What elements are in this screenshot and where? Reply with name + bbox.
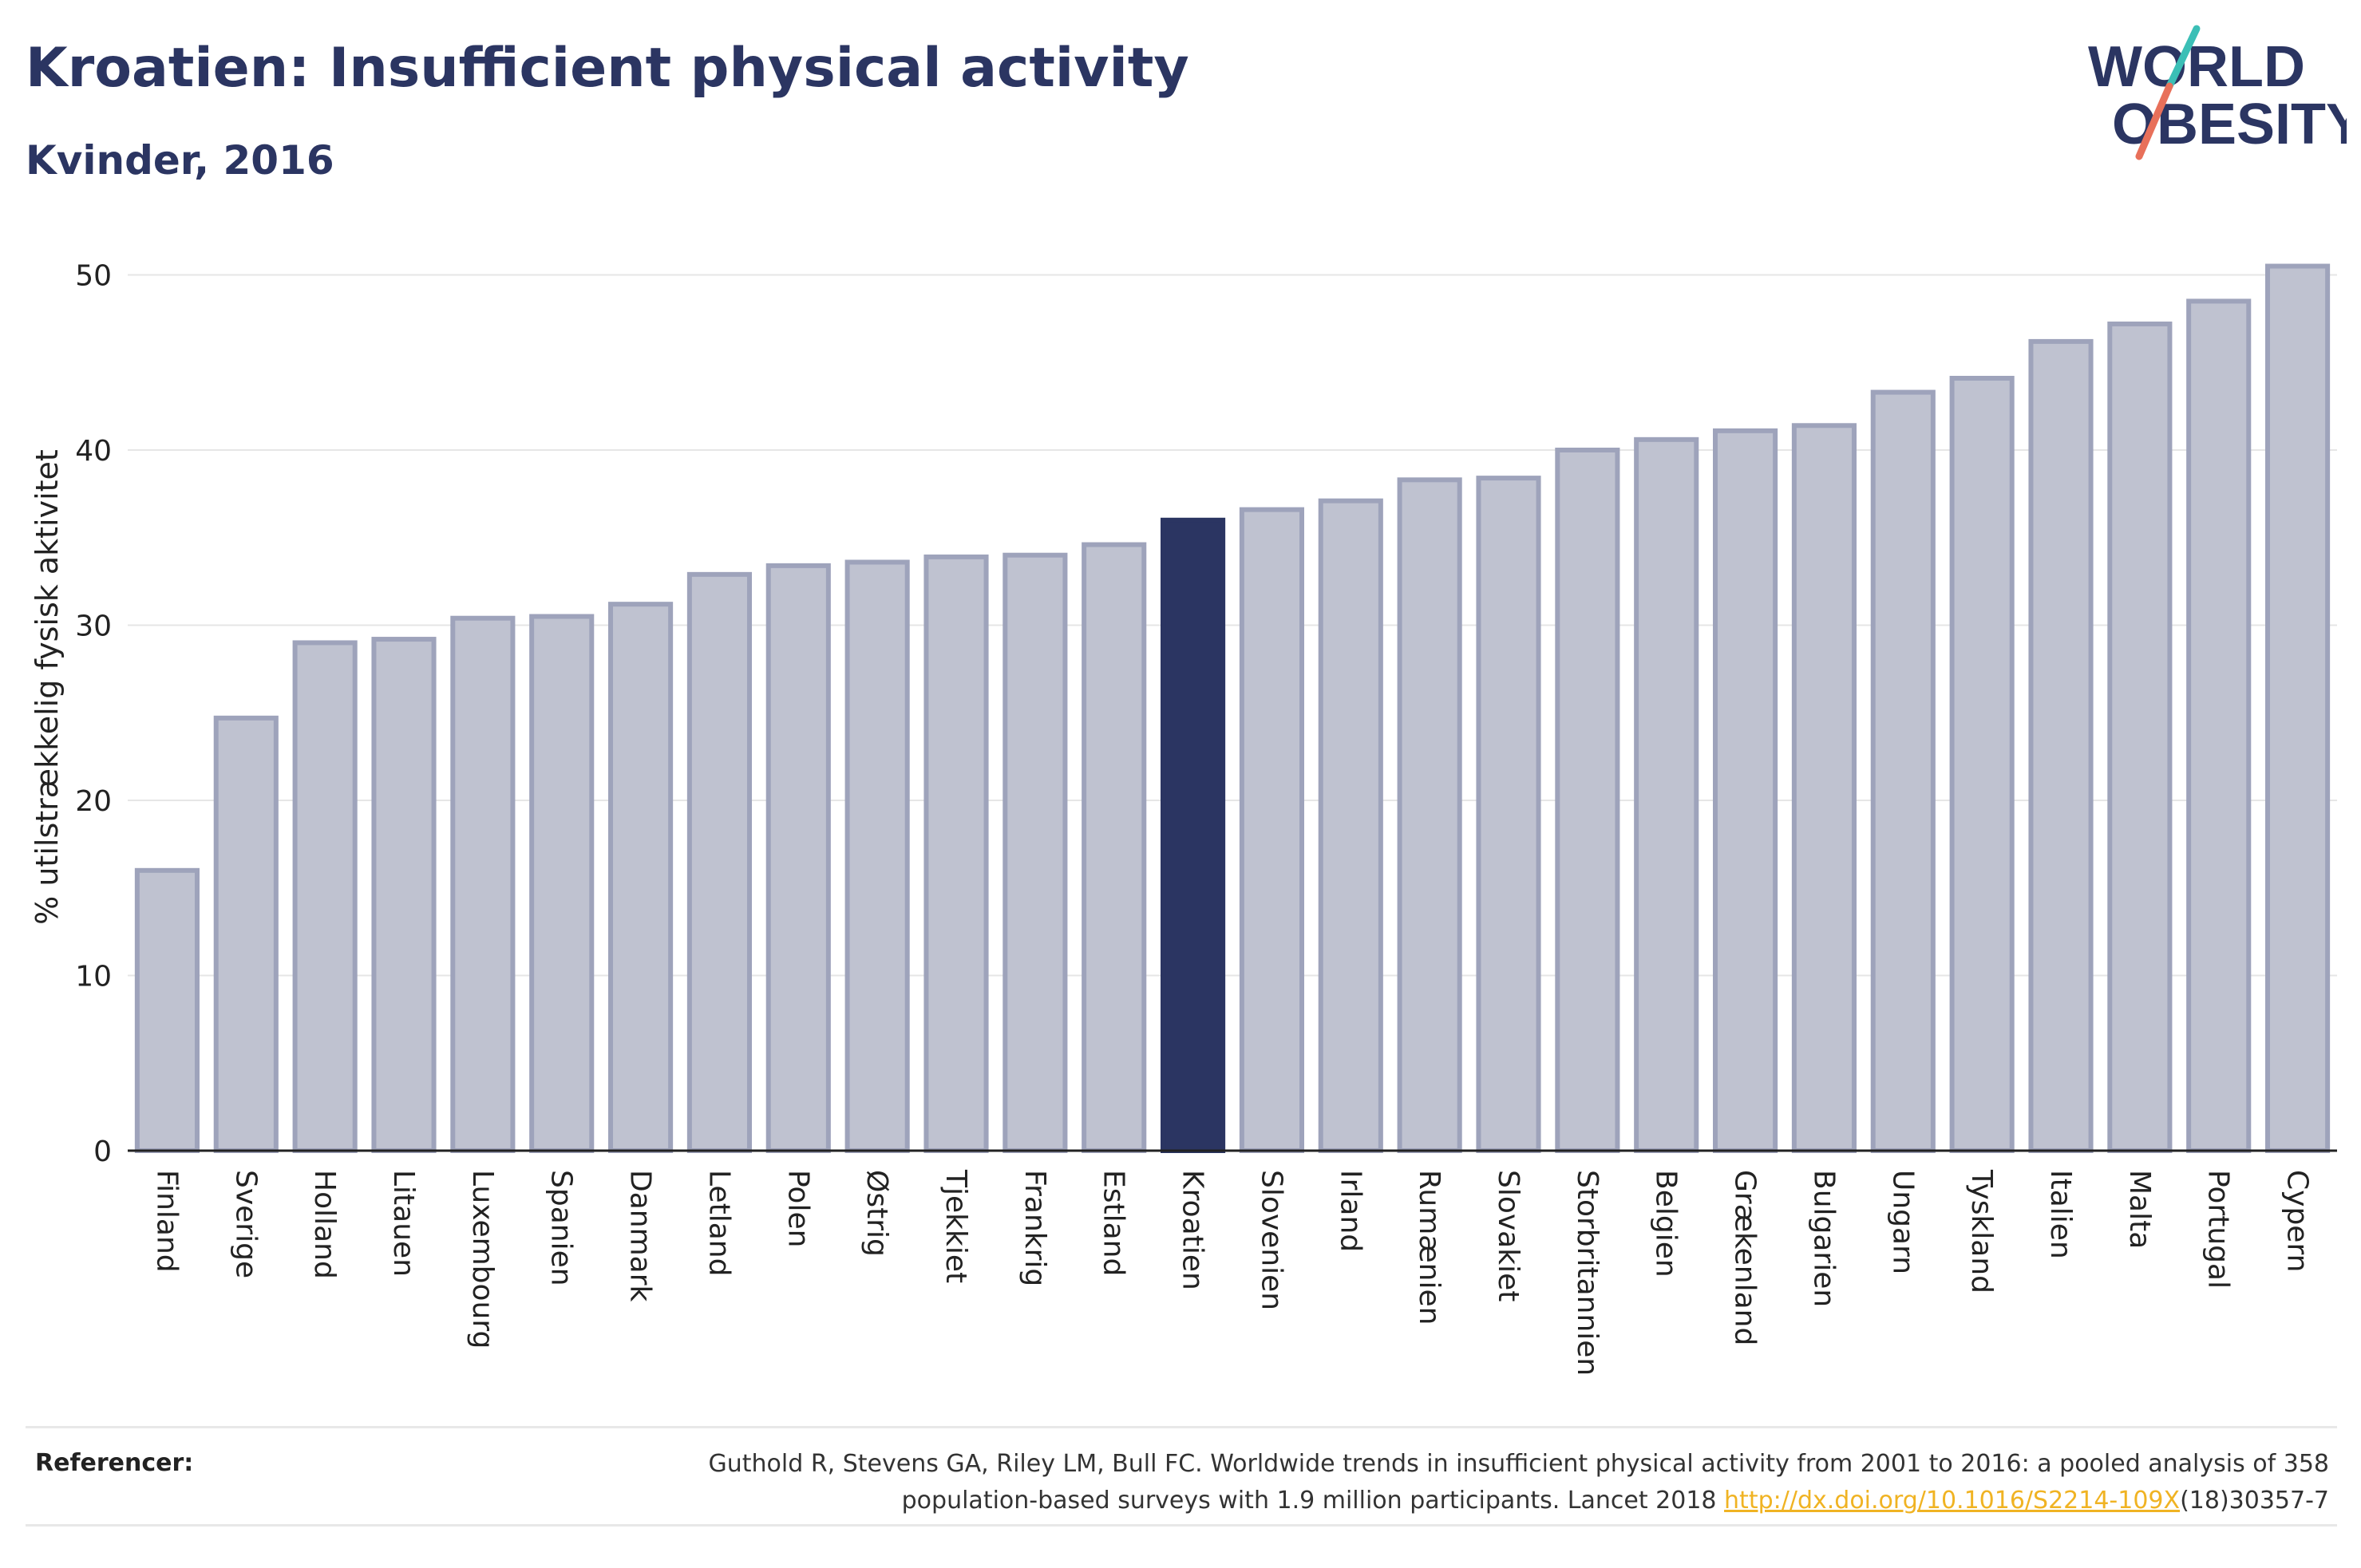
bar-Østrig	[844, 559, 910, 1153]
bar-Tyskland	[1949, 376, 2015, 1153]
x-tick-label-Irland: Irland	[1334, 1170, 1366, 1252]
x-tick-label-Litauen: Litauen	[387, 1170, 420, 1277]
bar-Holland	[292, 640, 358, 1153]
x-tick-label-Frankrig: Frankrig	[1018, 1170, 1051, 1286]
page-title: Kroatien: Insufficient physical activity	[26, 37, 1189, 100]
x-tick-label-Spanien: Spanien	[545, 1170, 578, 1286]
bar-Finland	[134, 867, 200, 1154]
x-tick-label-Ungarn: Ungarn	[1886, 1170, 1919, 1274]
x-tick-label-Italien: Italien	[2044, 1170, 2077, 1259]
bar-Rumænien	[1397, 477, 1462, 1153]
bar-Tjekkiet	[923, 554, 989, 1153]
logo-word-world: WORLD	[2088, 35, 2305, 99]
references-citation-suffix: (18)30357-7	[2180, 1487, 2329, 1515]
x-tick-label-Bulgarien: Bulgarien	[1807, 1170, 1840, 1307]
x-tick-label-Tyskland: Tyskland	[1965, 1169, 1998, 1294]
references-citation: Guthold R, Stevens GA, Riley LM, Bull FC…	[708, 1450, 2329, 1515]
y-tick-label-30: 30	[75, 610, 112, 643]
x-tick-label-Rumænien: Rumænien	[1413, 1170, 1445, 1325]
references-text: Guthold R, Stevens GA, Riley LM, Bull FC…	[653, 1446, 2329, 1519]
bar-Belgien	[1634, 436, 1699, 1153]
bar-Kroatien	[1161, 517, 1226, 1153]
x-tick-label-Holland: Holland	[308, 1170, 341, 1279]
bar-Luxembourg	[450, 615, 516, 1153]
bar-Slovenien	[1239, 507, 1304, 1153]
bar-Polen	[765, 563, 831, 1153]
x-tick-label-Cypern: Cypern	[2281, 1170, 2314, 1272]
x-tick-label-Estland: Estland	[1097, 1170, 1130, 1276]
y-tick-label-0: 0	[93, 1136, 112, 1168]
x-tick-label-Storbritannien: Storbritannien	[1571, 1170, 1604, 1376]
x-tick-label-Luxembourg: Luxembourg	[466, 1170, 499, 1349]
bar-Sverige	[213, 715, 279, 1153]
x-tick-label-Belgien: Belgien	[1650, 1170, 1683, 1278]
bar-Malta	[2107, 321, 2173, 1154]
bar-Litauen	[371, 637, 437, 1153]
page-subtitle: Kvinder, 2016	[26, 137, 334, 184]
references-label: Referencer:	[35, 1449, 194, 1477]
bar-Ungarn	[1870, 389, 1936, 1153]
x-tick-label-Letland: Letland	[702, 1170, 735, 1276]
bar-Grækenland	[1713, 428, 1778, 1153]
x-tick-label-Danmark: Danmark	[624, 1170, 657, 1302]
x-tick-label-Malta: Malta	[2123, 1170, 2156, 1249]
x-tick-label-Slovenien: Slovenien	[1255, 1170, 1287, 1310]
bar-Irland	[1318, 498, 1383, 1153]
x-tick-label-Slovakiet: Slovakiet	[1492, 1170, 1525, 1301]
bar-Portugal	[2186, 298, 2252, 1153]
y-tick-label-40: 40	[75, 435, 112, 468]
x-tick-label-Grækenland: Grækenland	[1729, 1170, 1762, 1345]
bar-Slovakiet	[1476, 476, 1541, 1153]
x-tick-label-Kroatien: Kroatien	[1177, 1170, 1209, 1290]
x-tick-label-Sverige: Sverige	[229, 1170, 262, 1278]
x-tick-label-Polen: Polen	[781, 1170, 814, 1247]
y-axis-label: % utilstrækkelig fysisk aktivitet	[30, 449, 65, 925]
x-tick-label-Portugal: Portugal	[2202, 1170, 2235, 1289]
bar-Danmark	[608, 602, 674, 1153]
bar-Italien	[2028, 338, 2094, 1154]
bar-Cypern	[2265, 263, 2331, 1153]
x-tick-label-Finland: Finland	[150, 1170, 183, 1273]
x-tick-label-Østrig: Østrig	[860, 1170, 893, 1257]
bar-Letland	[686, 571, 752, 1153]
y-tick-label-10: 10	[75, 961, 112, 993]
references-divider-top	[26, 1426, 2337, 1428]
y-tick-label-50: 50	[75, 260, 112, 293]
bar-Spanien	[529, 614, 595, 1153]
bar-Frankrig	[1003, 552, 1068, 1153]
references-doi-link[interactable]: http://dx.doi.org/10.1016/S2214-109X	[1724, 1487, 2181, 1515]
world-obesity-logo: WORLD OBESITY	[2088, 25, 2347, 160]
bar-chart: 0 10 20 30 40 50 % utilstrækkelig fysisk aktiv…	[30, 260, 2337, 1376]
references-divider-bottom	[26, 1524, 2337, 1527]
x-tick-label-Tjekkiet: Tjekkiet	[939, 1169, 972, 1283]
bar-Storbritannien	[1555, 448, 1620, 1153]
bar-Estland	[1082, 542, 1147, 1153]
y-tick-label-20: 20	[75, 785, 112, 818]
bar-Bulgarien	[1791, 423, 1857, 1153]
